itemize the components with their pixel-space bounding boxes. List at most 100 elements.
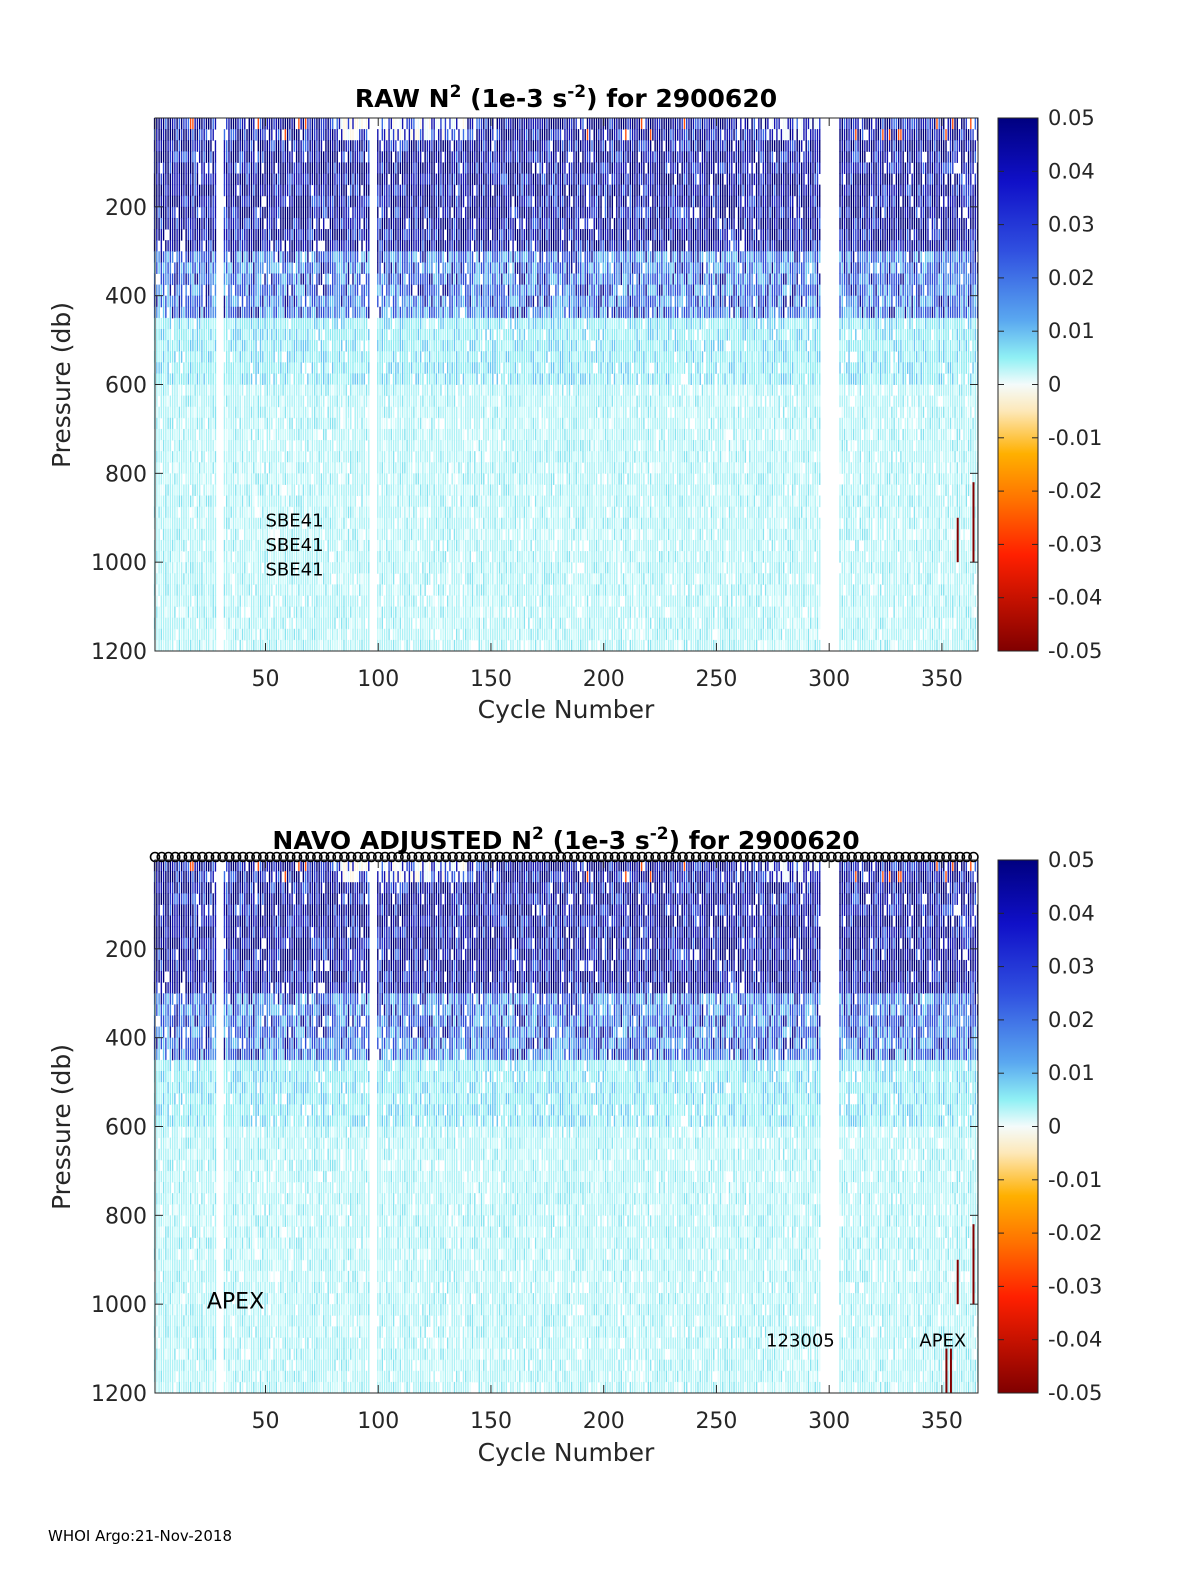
heatmap-cell [337, 573, 338, 585]
heatmap-cell [415, 540, 416, 552]
heatmap-cell [201, 618, 202, 630]
heatmap-cell [224, 396, 225, 408]
heatmap-cell [167, 484, 168, 496]
heatmap-cell [179, 529, 180, 541]
heatmap-cell [285, 407, 286, 419]
heatmap-cell [321, 496, 322, 508]
heatmap-cell [242, 118, 243, 130]
heatmap-cell [409, 307, 410, 319]
chart-title: RAW N2 (1e-3 s-2) for 2900620 [355, 82, 777, 113]
heatmap-cell [199, 529, 200, 541]
heatmap-cell [361, 462, 362, 474]
heatmap-cell [251, 307, 252, 319]
heatmap-cell [296, 451, 297, 463]
heatmap-cell [226, 607, 227, 619]
heatmap-cell [352, 373, 353, 385]
heatmap-cell [282, 595, 283, 607]
heatmap-cell [395, 296, 396, 308]
heatmap-cell [244, 140, 245, 152]
heatmap-cell [402, 118, 403, 130]
heatmap-cell [321, 129, 322, 141]
heatmap-cell [264, 185, 265, 197]
heatmap-cell [170, 140, 171, 152]
heatmap-cell [296, 440, 297, 452]
heatmap-cell [163, 229, 164, 241]
heatmap-cell [156, 595, 157, 607]
heatmap-cell [291, 251, 292, 263]
heatmap-cell [391, 451, 392, 463]
heatmap-cell [330, 618, 331, 630]
heatmap-cell [224, 484, 225, 496]
heatmap-cell [167, 329, 168, 341]
heatmap-cell [213, 273, 214, 285]
heatmap-cell [176, 595, 177, 607]
heatmap-cell [167, 129, 168, 141]
heatmap-cell [188, 240, 189, 252]
heatmap-cell [188, 385, 189, 397]
heatmap-cell [346, 229, 347, 241]
heatmap-cell [251, 151, 252, 163]
heatmap-cell [181, 307, 182, 319]
heatmap-cell [382, 229, 383, 241]
heatmap-cell [377, 129, 378, 141]
heatmap-cell [321, 251, 322, 263]
heatmap-cell [163, 196, 164, 208]
heatmap-cell [386, 484, 387, 496]
heatmap-cell [312, 351, 313, 363]
heatmap-cell [316, 440, 317, 452]
heatmap-cell [397, 207, 398, 219]
heatmap-cell [409, 507, 410, 519]
heatmap-cell [350, 329, 351, 341]
heatmap-cell [276, 151, 277, 163]
heatmap-cell [332, 174, 333, 186]
heatmap-cell [226, 484, 227, 496]
heatmap-cell [395, 462, 396, 474]
heatmap-cell [215, 318, 216, 330]
heatmap-cell [197, 340, 198, 352]
heatmap-cell [379, 240, 380, 252]
heatmap-cell [411, 185, 412, 197]
heatmap-cell [167, 584, 168, 596]
heatmap-cell [321, 318, 322, 330]
heatmap-cell [341, 373, 342, 385]
heatmap-cell [334, 451, 335, 463]
heatmap-cell [170, 229, 171, 241]
heatmap-cell [158, 340, 159, 352]
heatmap-cell [400, 351, 401, 363]
heatmap-cell [325, 629, 326, 641]
heatmap-cell [337, 484, 338, 496]
heatmap-cell [361, 584, 362, 596]
heatmap-cell [226, 562, 227, 574]
heatmap-cell [314, 262, 315, 274]
heatmap-cell [296, 496, 297, 508]
heatmap-cell [226, 196, 227, 208]
heatmap-cell [269, 207, 270, 219]
heatmap-cell [325, 129, 326, 141]
heatmap-cell [165, 129, 166, 141]
heatmap-cell [262, 584, 263, 596]
heatmap-cell [379, 473, 380, 485]
heatmap-cell [346, 429, 347, 441]
heatmap-cell [197, 140, 198, 152]
heatmap-cell [413, 440, 414, 452]
heatmap-cell [244, 373, 245, 385]
heatmap-cell [167, 273, 168, 285]
heatmap-cell [181, 496, 182, 508]
heatmap-cell [377, 251, 378, 263]
heatmap-cell [404, 329, 405, 341]
heatmap-cell [156, 240, 157, 252]
heatmap-cell [379, 440, 380, 452]
heatmap-cell [355, 529, 356, 541]
heatmap-cell [233, 562, 234, 574]
heatmap-cell [194, 507, 195, 519]
heatmap-cell [208, 618, 209, 630]
heatmap-cell [276, 607, 277, 619]
heatmap-cell [339, 607, 340, 619]
heatmap-cell [208, 595, 209, 607]
heatmap-cell [224, 529, 225, 541]
heatmap-cell [188, 607, 189, 619]
heatmap-cell [300, 185, 301, 197]
heatmap-cell [355, 396, 356, 408]
heatmap-cell [337, 640, 338, 652]
heatmap-cell [197, 396, 198, 408]
